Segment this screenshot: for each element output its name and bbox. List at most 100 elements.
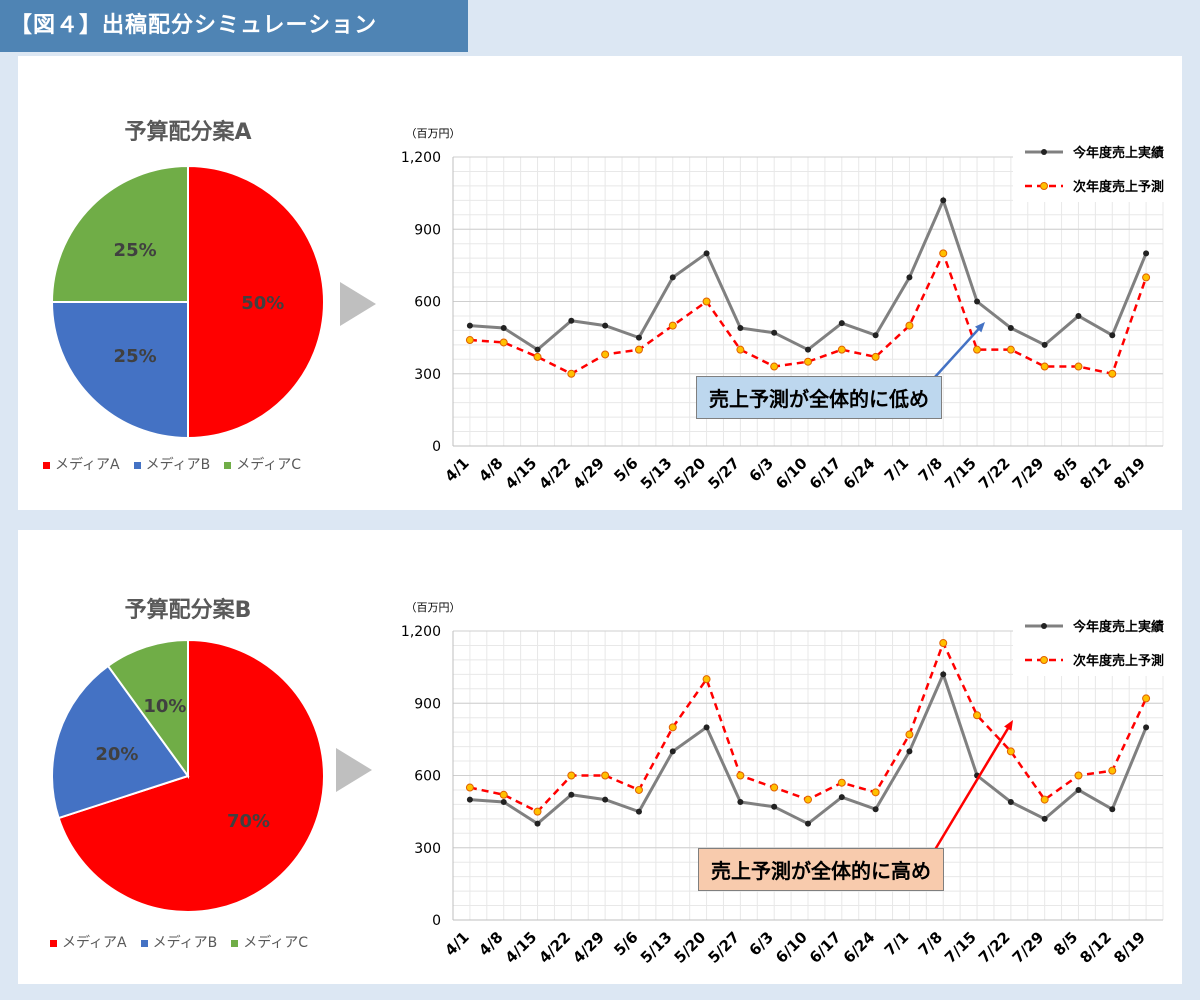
- data-point-forecast: [1074, 771, 1083, 780]
- x-tick-label: 6/10: [772, 454, 811, 493]
- data-point-actual: [669, 274, 676, 281]
- arrow-right-icon: [336, 748, 372, 792]
- data-point-actual: [1109, 332, 1116, 339]
- data-point-actual: [635, 334, 642, 341]
- data-point-forecast: [837, 778, 846, 787]
- data-point-actual: [500, 324, 507, 331]
- data-point-forecast: [837, 345, 846, 354]
- data-point-forecast: [736, 771, 745, 780]
- x-tick-label: 7/22: [975, 454, 1014, 493]
- legend-label: 今年度売上実績: [1072, 619, 1164, 635]
- legend-label: 次年度売上予測: [1073, 179, 1164, 195]
- data-point-actual: [500, 798, 507, 805]
- x-tick-label: 4/29: [569, 454, 608, 493]
- legend-item: メディアC: [224, 454, 301, 474]
- data-point-actual: [1007, 324, 1014, 331]
- data-point-actual: [534, 820, 541, 827]
- legend-label: メディアA: [62, 935, 127, 951]
- legend-marker-forecast: [1040, 182, 1048, 190]
- data-point-forecast: [465, 783, 474, 792]
- x-tick-label: 6/24: [840, 928, 879, 967]
- data-point-forecast: [1108, 766, 1117, 775]
- data-point-actual: [906, 748, 913, 755]
- data-point-actual: [635, 808, 642, 815]
- data-point-forecast: [668, 321, 677, 330]
- data-point-forecast: [1040, 362, 1049, 371]
- pie-chart-b: 70% 20% 10%: [51, 638, 325, 913]
- series-line-forecast: [469, 250, 1148, 376]
- y-axis-unit-label: （百万円）: [406, 601, 461, 614]
- pie-value-label: 10%: [143, 696, 186, 717]
- data-point-forecast: [1142, 694, 1151, 703]
- data-point-forecast: [702, 675, 711, 684]
- legend-marker-actual: [1041, 149, 1047, 155]
- data-point-actual: [602, 796, 609, 803]
- data-point-forecast: [601, 771, 610, 780]
- legend-swatch: [140, 939, 148, 947]
- data-point-forecast: [770, 783, 779, 792]
- arrow-right-icon: [340, 282, 376, 326]
- y-tick-label: 600: [414, 769, 441, 785]
- y-tick-label: 1,200: [401, 624, 441, 640]
- pie-slice: [57, 638, 325, 913]
- x-tick-label: 5/20: [671, 928, 710, 967]
- data-point-forecast: [1040, 795, 1049, 804]
- data-point-actual: [1143, 724, 1150, 731]
- legend-item: メディアB: [140, 932, 218, 952]
- data-point-forecast: [1006, 747, 1015, 756]
- data-point-actual: [1109, 806, 1116, 813]
- data-point-actual: [872, 332, 879, 339]
- data-point-actual: [838, 794, 845, 801]
- pie-slice: [187, 164, 325, 440]
- data-point-forecast: [1142, 273, 1151, 282]
- data-point-actual: [466, 796, 473, 803]
- callout-low: 売上予測が全体的に低め: [696, 376, 942, 419]
- data-point-actual: [568, 317, 575, 324]
- data-point-forecast: [567, 369, 576, 378]
- pie-value-label: 70%: [227, 811, 270, 832]
- y-tick-label: 0: [432, 439, 441, 455]
- data-point-forecast: [1074, 362, 1083, 371]
- legend-marker-forecast: [1040, 656, 1048, 664]
- data-point-actual: [1041, 815, 1048, 822]
- data-point-forecast: [702, 297, 711, 306]
- data-point-forecast: [804, 795, 812, 804]
- data-point-actual: [872, 806, 879, 813]
- y-tick-label: 900: [414, 222, 441, 238]
- data-point-forecast: [601, 350, 610, 359]
- data-point-forecast: [634, 785, 643, 794]
- data-point-forecast: [465, 336, 474, 345]
- legend-label: 次年度売上予測: [1073, 653, 1164, 669]
- pie-value-label: 20%: [95, 744, 138, 765]
- legend-swatch: [50, 939, 57, 947]
- legend-item: メディアA: [43, 454, 120, 474]
- x-tick-label: 6/24: [840, 454, 879, 493]
- data-point-actual: [771, 329, 778, 336]
- y-tick-label: 600: [414, 295, 441, 311]
- data-point-forecast: [567, 771, 576, 780]
- x-tick-label: 6/17: [806, 928, 845, 967]
- callout-arrowhead-icon: [1004, 720, 1013, 731]
- legend-background: [1013, 606, 1173, 676]
- data-point-actual: [466, 322, 473, 329]
- pie-title: 予算配分案B: [124, 598, 252, 623]
- x-tick-label: 5/27: [704, 928, 743, 967]
- data-point-forecast: [533, 352, 542, 361]
- y-tick-label: 1,200: [401, 150, 441, 166]
- legend-item: メディアA: [50, 932, 127, 952]
- x-tick-label: 4/22: [535, 928, 574, 967]
- legend-label: 今年度売上実績: [1072, 145, 1164, 161]
- data-point-forecast: [905, 730, 914, 739]
- data-point-actual: [906, 274, 913, 281]
- legend-label: メディアB: [152, 935, 218, 951]
- y-tick-label: 300: [414, 841, 441, 857]
- data-point-actual: [805, 820, 811, 827]
- pie-slice: [50, 164, 189, 303]
- x-tick-label: 5/27: [704, 454, 743, 493]
- x-tick-label: 6/17: [806, 454, 845, 493]
- pie-value-label: 25%: [114, 346, 157, 367]
- pie-value-label: 25%: [114, 240, 157, 261]
- callout-arrow-icon: [934, 326, 981, 378]
- x-tick-label: 4/15: [502, 454, 541, 493]
